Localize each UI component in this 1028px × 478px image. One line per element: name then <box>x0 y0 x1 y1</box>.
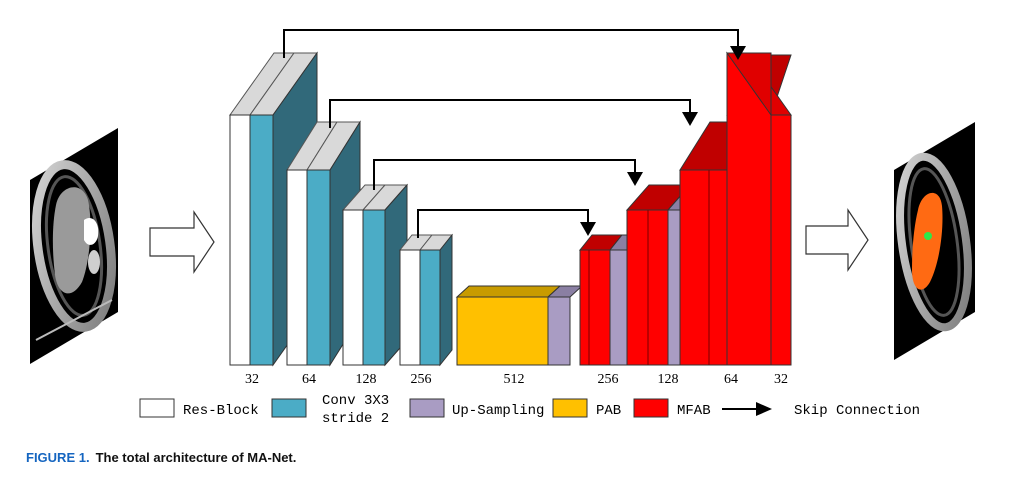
skip-connection-level-2 <box>329 99 698 128</box>
channel-label-enc-256: 256 <box>411 372 432 387</box>
channel-label-bottleneck-512: 512 <box>504 372 525 387</box>
legend-label-conv-line1: Conv 3X3 <box>322 393 389 409</box>
legend-label-res-block: Res-Block <box>183 403 259 419</box>
legend-label-skip-connection: Skip Connection <box>794 403 920 419</box>
channel-label-enc-32: 32 <box>245 372 259 387</box>
legend-arrow-icon <box>722 402 772 416</box>
input-arrow-icon <box>149 210 215 274</box>
legend-label-pab: PAB <box>596 403 621 419</box>
legend-label-upsampling: Up-Sampling <box>452 403 544 419</box>
channel-label-enc-64: 64 <box>302 372 316 387</box>
channel-label-dec-32: 32 <box>774 372 788 387</box>
decoder-block-32 <box>726 51 792 366</box>
encoder-block-256 <box>398 233 454 367</box>
channel-label-dec-128: 128 <box>658 372 679 387</box>
legend-swatch-pab <box>552 398 588 418</box>
output-arrow-icon <box>805 208 869 272</box>
input-mri-image <box>30 128 118 364</box>
figure-title: The total architecture of MA-Net. <box>95 450 297 465</box>
legend-swatch-res-block <box>139 398 175 418</box>
skip-connection-level-3 <box>373 159 643 190</box>
legend: Res-Block Conv 3X3 stride 2 Up-Sampling … <box>139 393 920 427</box>
legend-swatch-conv <box>271 398 307 418</box>
figure-label: FIGURE 1. <box>26 450 90 465</box>
output-segmentation-image <box>894 122 975 360</box>
skip-connection-level-1 <box>283 29 746 60</box>
encoder-block-128 <box>341 183 409 367</box>
channel-label-dec-256: 256 <box>598 372 619 387</box>
legend-label-mfab: MFAB <box>677 403 711 419</box>
legend-swatch-upsampling <box>409 398 445 418</box>
channel-label-dec-64: 64 <box>724 372 738 387</box>
legend-swatch-mfab <box>633 398 669 418</box>
bottleneck-block-512 <box>455 285 584 366</box>
figure-caption: FIGURE 1. The total architecture of MA-Ne… <box>26 450 296 465</box>
channel-label-enc-128: 128 <box>356 372 377 387</box>
legend-label-conv-line2: stride 2 <box>322 411 389 427</box>
skip-connection-level-4 <box>417 209 596 238</box>
